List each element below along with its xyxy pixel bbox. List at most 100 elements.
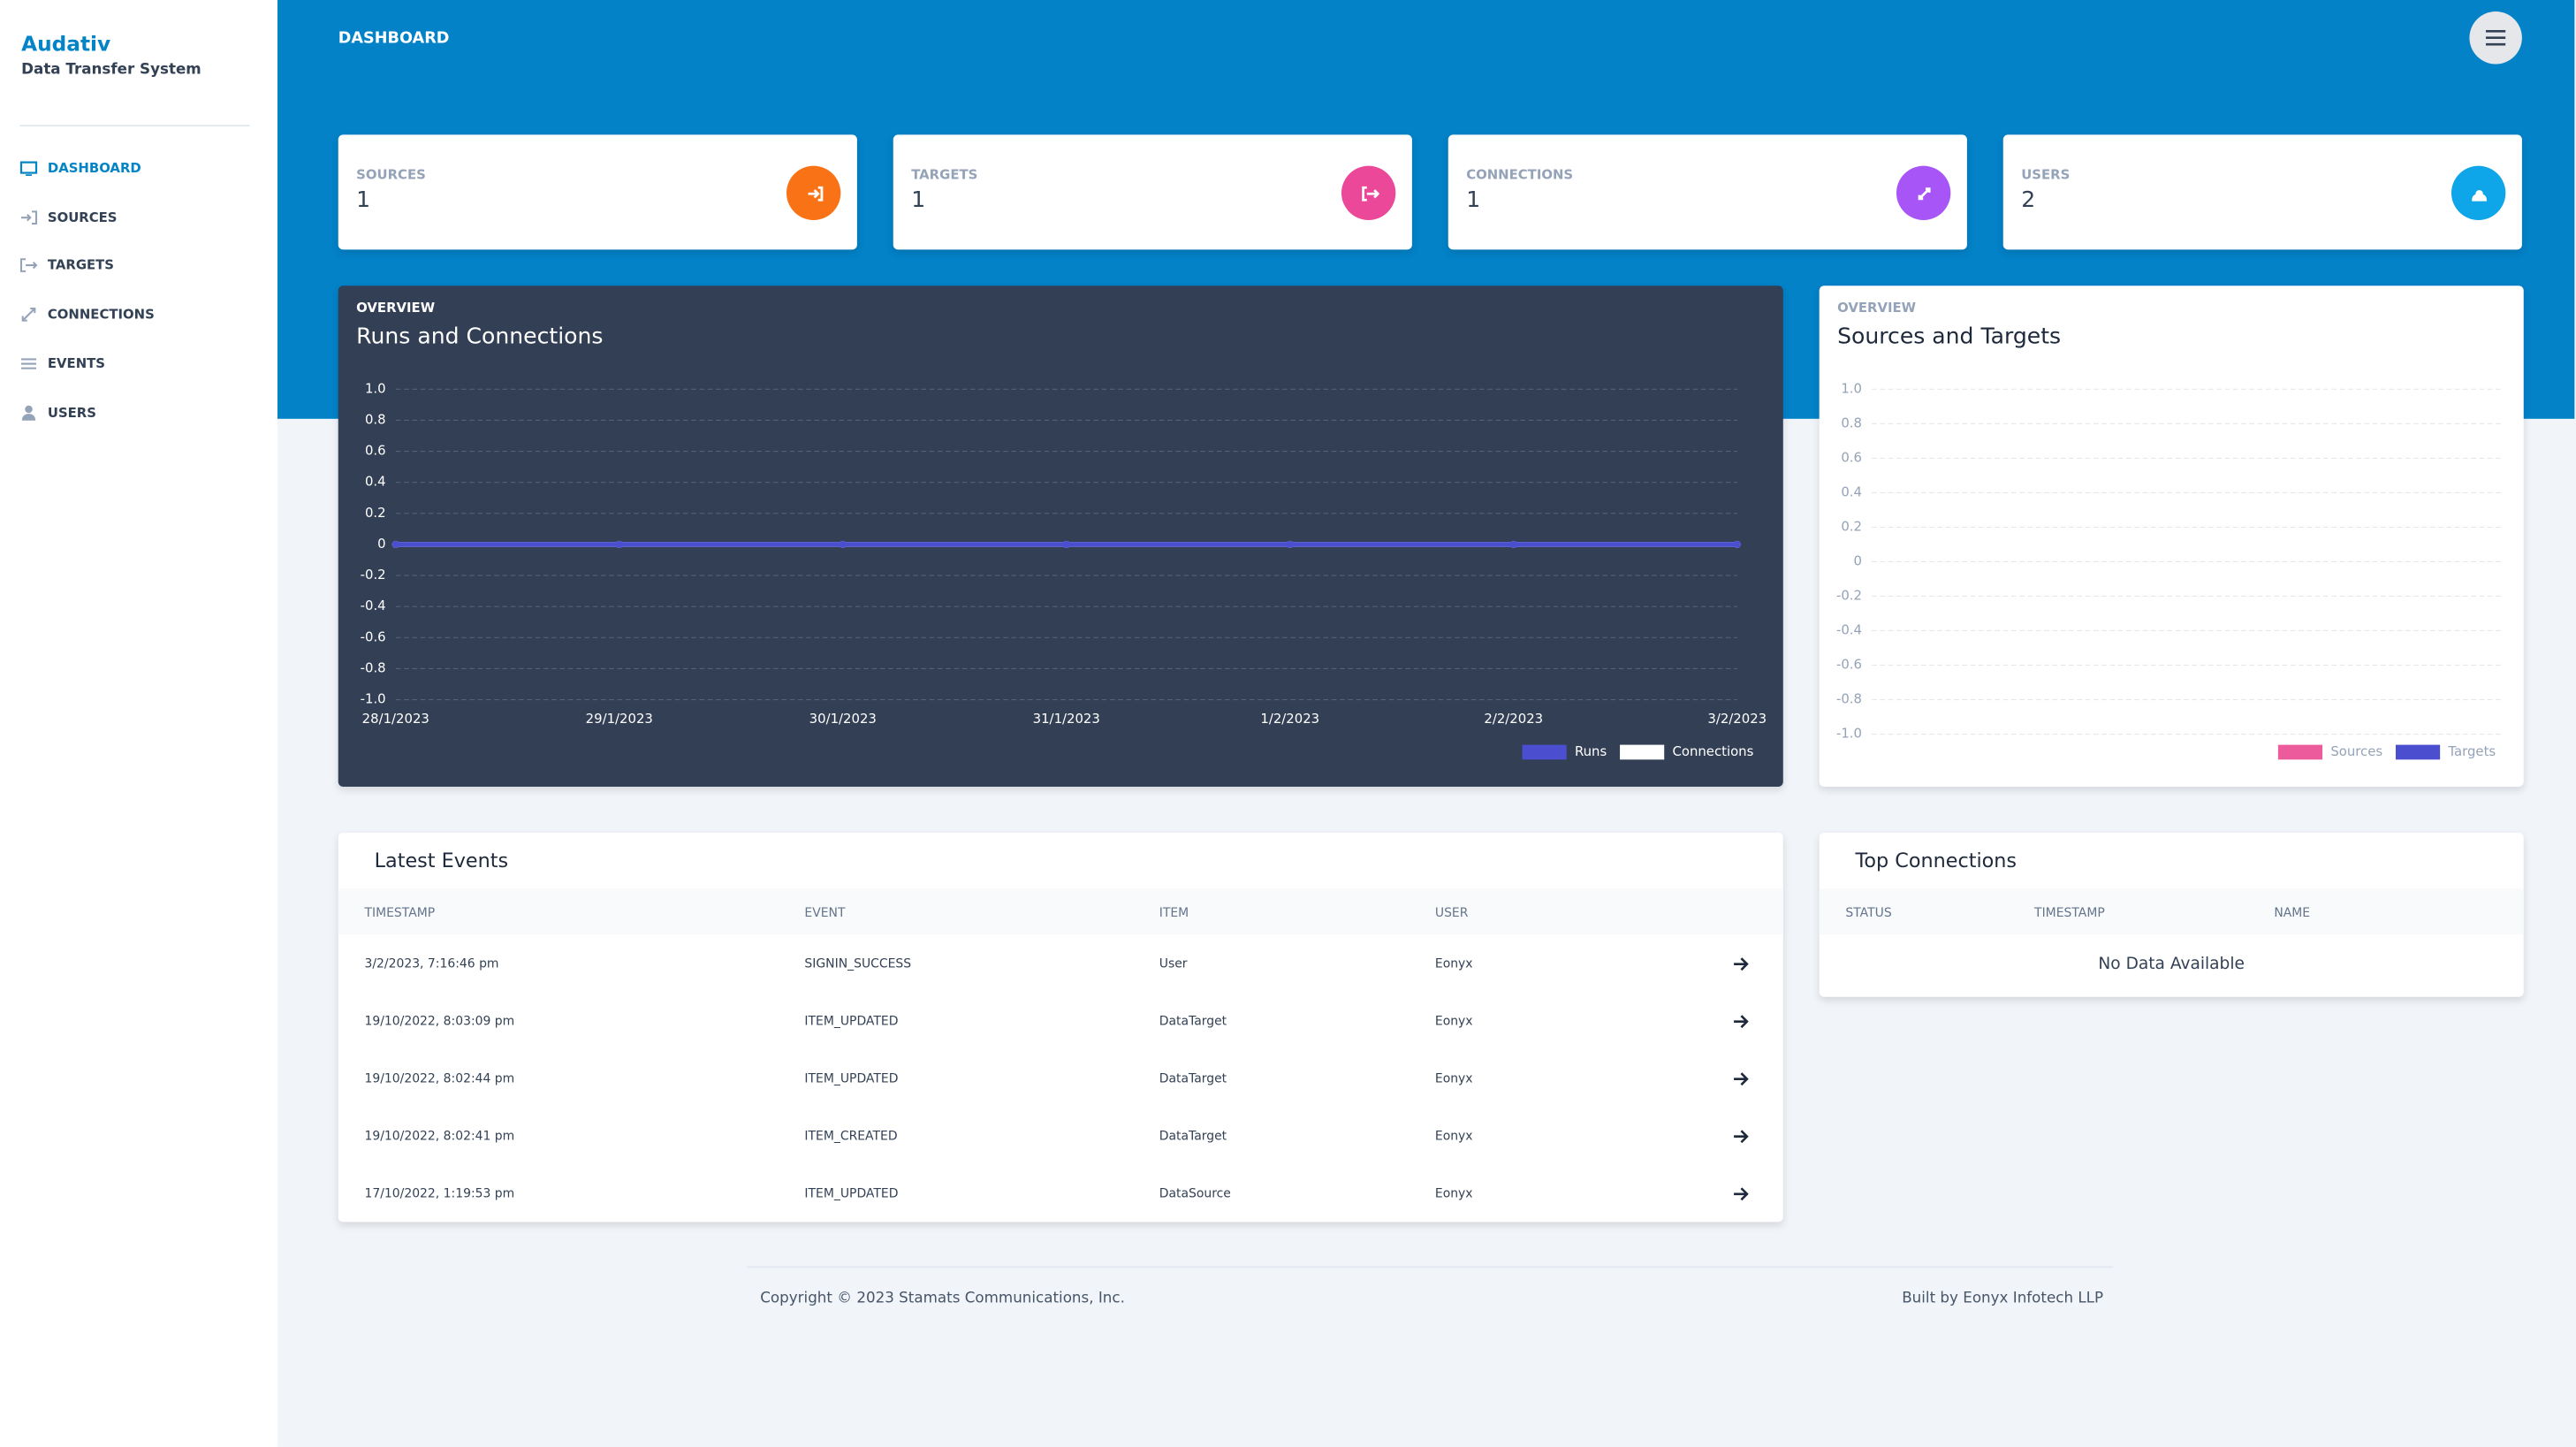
row-arrow[interactable]	[1732, 1013, 1749, 1030]
table-header	[1819, 888, 2524, 935]
icon-shape	[807, 185, 823, 201]
y-tick-label: -0.6	[1836, 656, 1862, 672]
icon	[1917, 187, 1930, 200]
legend: Sources Targets	[2277, 743, 2496, 760]
arrow-shape	[1734, 1187, 1749, 1201]
events-card: Latest Events TIMESTAMP EVENT ITEM USER 3/2/…	[338, 833, 1783, 1222]
brand[interactable]: Audativ	[21, 31, 111, 57]
y-tick-label: -0.4	[361, 598, 386, 613]
data-point	[615, 540, 623, 549]
nav-icon	[20, 358, 37, 369]
menu-button[interactable]	[2469, 11, 2522, 65]
nav-item[interactable]: CONNECTIONS	[19, 306, 155, 324]
nav-item[interactable]: TARGETS	[19, 256, 114, 274]
table-cell: 19/10/2022, 8:02:44 pm	[364, 1070, 515, 1086]
legend-swatch	[2277, 744, 2323, 760]
column-header: TIMESTAMP	[2034, 904, 2105, 920]
chart-card: OVERVIEW Runs and Connections -1.0 -0.8 -0…	[338, 286, 1783, 787]
arrow-shape	[1734, 1130, 1749, 1144]
nav-label: CONNECTIONS	[47, 307, 155, 323]
nav-item[interactable]: EVENTS	[19, 354, 105, 372]
stat-icon	[2451, 165, 2506, 220]
column-header: STATUS	[1845, 904, 1892, 920]
data-point	[1286, 540, 1294, 549]
y-tick-label: -0.2	[1836, 587, 1862, 603]
y-tick-label: 0.8	[1841, 415, 1862, 430]
column-header: TIMESTAMP	[364, 904, 436, 920]
arrow-shape	[1734, 1015, 1749, 1029]
nav-item[interactable]: SOURCES	[19, 209, 118, 226]
top-connections-card: Top Connections No Data Available STATUS…	[1819, 833, 2524, 997]
row-arrow[interactable]	[1732, 1185, 1749, 1202]
table-cell: Eonyx	[1434, 1185, 1473, 1201]
y-tick-label: 0.8	[365, 411, 386, 427]
stat-card: TARGETS 1	[893, 134, 1412, 250]
y-tick-label: 0.2	[365, 505, 386, 521]
x-tick-label: 31/1/2023	[1033, 711, 1100, 727]
stat-label: CONNECTIONS	[1466, 167, 1574, 183]
legend-label: Runs	[1575, 743, 1607, 759]
chart: -1.0 -0.8 -0.6 -0.4 -0.2 0 0.2 0.4 0.6 0.8 1.0 Sour…	[1836, 380, 2504, 760]
y-tick-label: 1.0	[365, 380, 386, 396]
stat-label: USERS	[2021, 167, 2071, 183]
chart: -1.0 -0.8 -0.6 -0.4 -0.2 0 0.2 0.4 0.6 0.8 1.0 28/1…	[361, 380, 1767, 760]
nav-label: USERS	[47, 405, 96, 421]
x-tick-label: 28/1/2023	[362, 711, 429, 727]
table-title: Latest Events	[374, 849, 509, 872]
stat-value: 2	[2021, 187, 2036, 214]
table-title: Top Connections	[1855, 849, 2017, 872]
table-cell: SIGNIN_SUCCESS	[804, 956, 912, 971]
column-header: NAME	[2274, 904, 2311, 920]
stat-card: USERS 2	[2002, 134, 2522, 250]
sidebar: Audativ Data Transfer System DASHBOARD S…	[0, 0, 278, 1447]
arrow-shape	[1734, 1072, 1749, 1086]
stat-label: SOURCES	[356, 167, 426, 183]
data-point	[1509, 540, 1517, 549]
chart-subtitle: OVERVIEW	[1837, 301, 1917, 316]
x-tick-label: 2/2/2023	[1484, 711, 1543, 727]
chart-card: OVERVIEW Sources and Targets -1.0 -0.8 -0.…	[1819, 286, 2524, 787]
stat-value: 1	[356, 187, 371, 214]
y-tick-label: -0.6	[361, 628, 386, 644]
header-title: DASHBOARD	[338, 29, 450, 48]
y-tick-label: 0.6	[365, 443, 386, 459]
stat-label: TARGETS	[911, 167, 978, 183]
table-header	[338, 888, 1783, 935]
table-cell: Eonyx	[1434, 1013, 1473, 1029]
nav-label: SOURCES	[47, 209, 118, 225]
y-tick-label: 0.4	[1841, 484, 1862, 499]
nav-item[interactable]: USERS	[19, 404, 96, 422]
x-tick-label: 29/1/2023	[586, 711, 653, 727]
row-arrow[interactable]	[1732, 1128, 1749, 1145]
data-point	[839, 540, 847, 549]
chart-title: Sources and Targets	[1837, 324, 2062, 350]
x-tick-label: 30/1/2023	[809, 711, 877, 727]
column-header: ITEM	[1159, 904, 1189, 920]
table-cell: ITEM_UPDATED	[804, 1185, 899, 1201]
row-arrow[interactable]	[1732, 1070, 1749, 1087]
row-arrow[interactable]	[1732, 956, 1749, 972]
legend-label: Targets	[2447, 743, 2496, 759]
icon-shape	[1361, 185, 1379, 201]
x-tick-label: 1/2/2023	[1260, 711, 1319, 727]
credit[interactable]: Built by Eonyx Infotech LLP	[1902, 1291, 2104, 1307]
table-cell: Eonyx	[1434, 1128, 1473, 1144]
nav-item[interactable]: DASHBOARD	[19, 159, 141, 177]
column-header: USER	[1434, 904, 1469, 920]
table-cell: DataTarget	[1159, 1013, 1227, 1029]
y-tick-label: -1.0	[1836, 726, 1862, 742]
icon-shape	[1917, 187, 1930, 200]
y-tick-label: 1.0	[1841, 380, 1862, 396]
nav-label: EVENTS	[47, 356, 105, 371]
nav-icon	[21, 307, 36, 322]
y-tick-label: 0.2	[1841, 518, 1862, 534]
nav-label: DASHBOARD	[47, 161, 141, 176]
table-cell: DataTarget	[1159, 1128, 1227, 1144]
table-cell: 19/10/2022, 8:03:09 pm	[364, 1013, 515, 1029]
icon	[2471, 189, 2487, 201]
column-header: EVENT	[804, 904, 846, 920]
divider	[19, 125, 250, 127]
empty-message: No Data Available	[2098, 956, 2245, 974]
